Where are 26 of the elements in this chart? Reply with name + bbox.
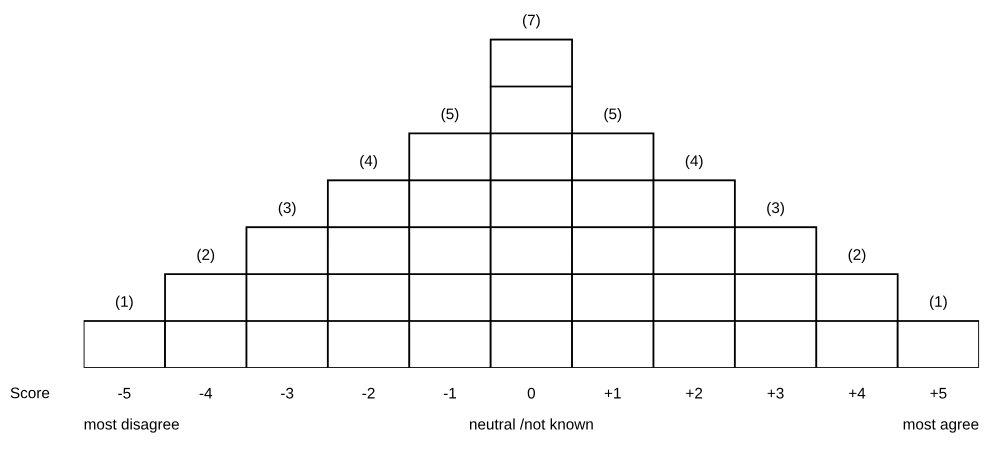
x-tick-label: +4	[849, 388, 866, 398]
data-label: (5)	[442, 108, 458, 122]
data-label: (2)	[197, 248, 214, 263]
data-label: (5)	[604, 108, 622, 122]
x-tick-label: -4	[200, 388, 212, 398]
x-tick-label: +3	[768, 388, 784, 399]
text: neutral /not known	[470, 418, 593, 430]
data-label: (3)	[278, 202, 296, 216]
data-label: (7)	[522, 14, 540, 28]
data-label: (2)	[848, 248, 866, 263]
x-tick-label: +2	[686, 388, 702, 398]
x-tick-label: +1	[604, 388, 621, 398]
data-label: (4)	[360, 154, 377, 170]
data-label: (1)	[930, 296, 947, 310]
x-tick-label: -3	[281, 388, 294, 399]
text: most agree	[904, 420, 978, 433]
x-tick-label: 0	[528, 388, 536, 399]
x-tick-label: -1	[444, 388, 456, 398]
data-label: (4)	[686, 154, 703, 170]
x-axis-title: Score	[10, 387, 50, 398]
x-tick-label: +5	[930, 388, 946, 399]
x-tick-label: -5	[118, 388, 130, 399]
data-label: (3)	[767, 202, 784, 216]
text: most disagree	[84, 418, 179, 433]
x-tick-label: -2	[362, 388, 375, 398]
data-label: (1)	[116, 296, 133, 310]
